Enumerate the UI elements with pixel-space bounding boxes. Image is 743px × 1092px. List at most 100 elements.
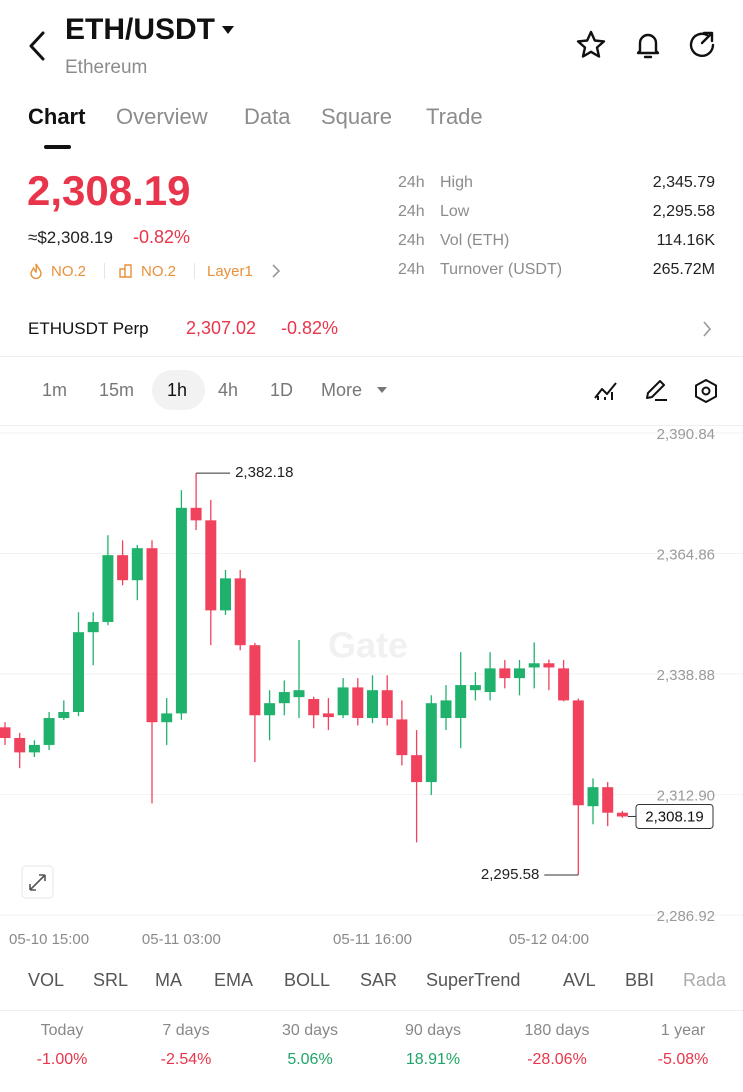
dropdown-arrow[interactable] xyxy=(376,386,388,394)
stat-label: Vol (ETH) xyxy=(440,232,510,249)
hot-icon xyxy=(30,263,42,279)
indicator[interactable]: BBI xyxy=(625,970,655,990)
candle-body xyxy=(543,663,555,668)
interval-more[interactable]: More xyxy=(321,380,363,400)
chevron[interactable] xyxy=(702,321,712,337)
chevron[interactable] xyxy=(271,264,281,278)
candle-body xyxy=(367,690,378,719)
separator xyxy=(0,425,743,426)
price-change: -0.82% xyxy=(133,227,191,247)
tab[interactable]: Square xyxy=(321,104,392,129)
candle-body xyxy=(587,787,599,807)
period-change: -28.06% xyxy=(527,1051,587,1068)
interval[interactable]: 1m xyxy=(42,380,68,400)
indicator[interactable]: SuperTrend xyxy=(426,970,521,990)
candle-body xyxy=(73,632,84,712)
stat-label: Turnover (USDT) xyxy=(440,261,563,278)
period-change: -2.54% xyxy=(160,1051,212,1068)
perp-name[interactable]: ETHUSDT Perp xyxy=(28,319,149,338)
period-change: -1.00% xyxy=(36,1051,88,1068)
interval[interactable]: 15m xyxy=(99,380,135,400)
candle-body xyxy=(514,668,525,679)
candle-body xyxy=(322,713,334,718)
indicator[interactable]: VOL xyxy=(28,970,65,990)
candle-body xyxy=(572,700,584,806)
stat-value: 2,345.79 xyxy=(652,174,715,191)
x-tick-label: 05-11 03:00 xyxy=(142,931,221,948)
candle-body xyxy=(87,621,99,633)
cap-icon xyxy=(119,264,132,278)
draw-icon[interactable] xyxy=(643,378,669,402)
favorite-icon[interactable] xyxy=(575,29,607,61)
candle-body xyxy=(308,699,320,716)
stat-period: 24h xyxy=(398,261,425,278)
x-tick-label: 05-11 16:00 xyxy=(333,931,412,948)
period-label: 7 days xyxy=(162,1022,210,1039)
interval[interactable]: 4h xyxy=(218,380,239,400)
tab[interactable]: Trade xyxy=(426,104,483,129)
dropdown-arrow[interactable] xyxy=(221,25,235,35)
divider xyxy=(104,263,105,279)
candle-body xyxy=(499,668,511,679)
settings-icon[interactable] xyxy=(693,378,719,404)
period-label: 1 year xyxy=(660,1022,706,1039)
rank-badge[interactable]: NO.2 xyxy=(141,263,177,280)
share-icon[interactable] xyxy=(687,29,719,61)
candle-body xyxy=(131,548,143,581)
alert-icon[interactable] xyxy=(632,29,664,61)
watermark: Gate xyxy=(328,625,408,666)
candle-body xyxy=(352,687,364,719)
indicator[interactable]: AVL xyxy=(563,970,596,990)
stat-period: 24h xyxy=(398,232,425,249)
candle-body xyxy=(14,737,26,753)
expand-button[interactable] xyxy=(21,865,54,899)
tab[interactable]: Data xyxy=(244,104,291,129)
candle-body xyxy=(440,700,452,719)
candle-body xyxy=(28,744,40,753)
interval-selected[interactable]: 1h xyxy=(167,380,188,400)
interval[interactable]: 1D xyxy=(270,380,294,400)
indicator[interactable]: EMA xyxy=(214,970,254,990)
tab-active[interactable]: Chart xyxy=(28,104,86,129)
y-tick-label: 2,364.86 xyxy=(657,546,715,563)
stat-value: 2,295.58 xyxy=(652,203,715,220)
y-tick-label: 2,338.88 xyxy=(657,667,715,684)
period-change: 5.06% xyxy=(287,1051,333,1068)
period-label: Today xyxy=(40,1022,84,1039)
indicator[interactable]: MA xyxy=(155,970,182,990)
candle-body xyxy=(396,719,408,756)
grid xyxy=(0,432,743,916)
separator xyxy=(0,356,743,357)
candle-body xyxy=(602,787,614,813)
tab-underline xyxy=(44,145,71,149)
y-tick-label: 2,312.90 xyxy=(657,788,715,805)
pair-title[interactable]: ETH/USDT xyxy=(65,13,215,46)
last-price: 2,308.19 xyxy=(27,167,191,214)
indicator[interactable]: BOLL xyxy=(284,970,331,990)
indicator-icon[interactable] xyxy=(593,378,619,402)
candle-body xyxy=(337,687,349,716)
tab[interactable]: Overview xyxy=(116,104,208,129)
sector-badge[interactable]: Layer1 xyxy=(207,263,253,280)
indicator[interactable]: SRL xyxy=(93,970,129,990)
rank-badge[interactable]: NO.2 xyxy=(51,263,87,280)
candle-body xyxy=(117,555,129,581)
candle-body xyxy=(161,713,173,723)
y-tick-label: 2,286.92 xyxy=(657,908,715,925)
candle-body xyxy=(425,703,437,783)
candlestick-chart: Gate 2,390.84 2,364.86 2,338.88 2,312.90 2,2… xyxy=(0,426,743,948)
indicator[interactable]: SAR xyxy=(360,970,398,990)
stat-value: 114.16K xyxy=(656,232,715,249)
indicator[interactable]: Rada xyxy=(683,970,727,990)
extreme-label: 2,295.58 xyxy=(481,866,539,883)
perp-change: -0.82% xyxy=(281,318,339,338)
stat-label: High xyxy=(440,174,473,191)
candle-body xyxy=(484,668,496,693)
period-label: 180 days xyxy=(524,1022,590,1039)
divider xyxy=(194,263,195,279)
candle-body xyxy=(205,520,217,611)
back-button[interactable] xyxy=(26,30,50,62)
expand-arrows[interactable] xyxy=(29,874,46,891)
candle-body xyxy=(469,685,481,691)
